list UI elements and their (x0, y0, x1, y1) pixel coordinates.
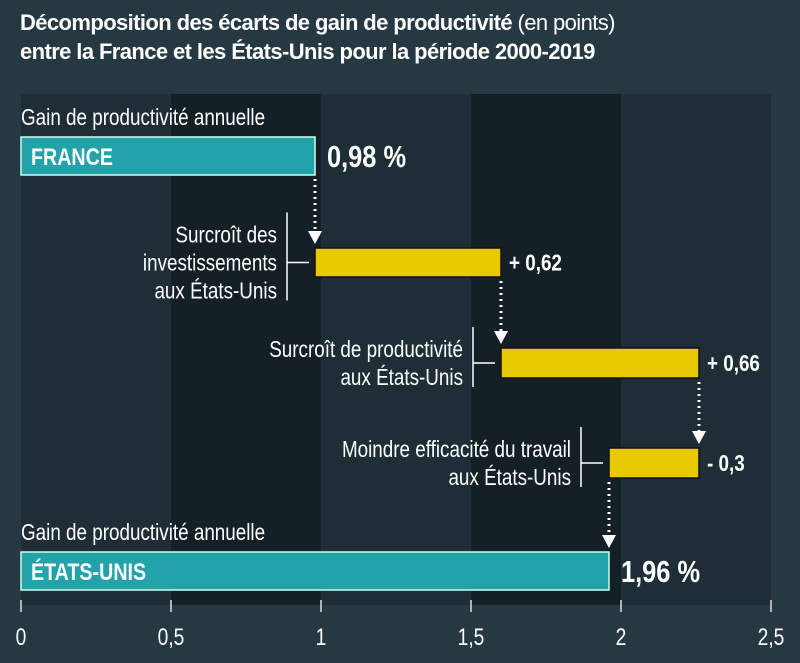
x-tick-label: 0,5 (158, 623, 185, 651)
total-bar-label: FRANCE (31, 143, 113, 170)
arrow-down-icon (494, 331, 508, 344)
title-unit: (en points) (517, 10, 616, 35)
arrow-down-icon (308, 231, 322, 244)
step-bar (500, 347, 700, 379)
arrow-down-icon (602, 535, 616, 548)
step-label: aux États-Unis (340, 365, 463, 390)
step-label: Moindre efficacité du travail (342, 437, 571, 462)
step-value-label: + 0,66 (707, 351, 760, 376)
chart-title: Décomposition des écarts de gain de prod… (20, 8, 790, 66)
total-value-label: 0,98 % (327, 140, 406, 175)
step-label: aux États-Unis (448, 465, 571, 490)
grid-band (321, 94, 471, 605)
total-bar (20, 136, 316, 176)
step-value-label: - 0,3 (707, 451, 745, 476)
chart-subtitle: entre la France et les États-Unis pour l… (20, 39, 595, 64)
x-tick-label: 1,5 (458, 623, 485, 651)
step-label: investissements (143, 251, 277, 276)
x-tick-label: 1 (316, 623, 327, 651)
step-value-label: + 0,62 (509, 251, 562, 276)
x-tick-label: 2,5 (758, 623, 785, 651)
title-main: Décomposition des écarts de gain de prod… (20, 10, 513, 35)
x-tick-label: 2 (616, 623, 627, 651)
step-bar (314, 247, 502, 278)
total-value-label: 1,96 % (621, 555, 700, 590)
total-header: Gain de productivité annuelle (21, 520, 265, 545)
step-label: Surcroît des (175, 223, 277, 248)
step-label: Surcroît de productivité (269, 337, 463, 362)
total-bar-label: ÉTATS-UNIS (31, 558, 146, 585)
total-header: Gain de productivité annuelle (21, 105, 265, 130)
step-label: aux États-Unis (154, 279, 277, 304)
total-bar (20, 551, 610, 591)
x-tick-label: 0 (16, 623, 27, 651)
grid-band (21, 94, 171, 605)
arrow-down-icon (692, 431, 706, 444)
step-bar (608, 447, 700, 479)
grid-band (171, 94, 321, 605)
